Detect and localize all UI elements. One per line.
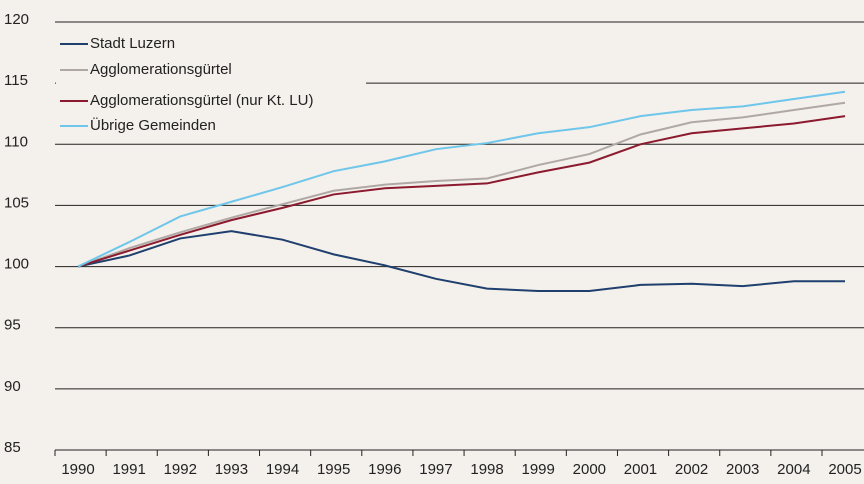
x-tick-label: 1992 [164, 461, 197, 478]
x-tick-label: 2001 [624, 461, 657, 478]
y-tick-label: 105 [4, 194, 29, 211]
x-tick-label: 1991 [112, 461, 145, 478]
legend-label: Agglomerationsgürtel (nur Kt. LU) [90, 92, 313, 109]
x-tick-label: 2002 [675, 461, 708, 478]
line-series [77, 115, 846, 268]
legend-label: Stadt Luzern [90, 35, 175, 52]
x-tick-label: 1993 [215, 461, 248, 478]
y-tick-label: 120 [4, 11, 29, 28]
x-tick-label: 2004 [777, 461, 810, 478]
line-series [77, 230, 845, 293]
line-series [77, 90, 846, 268]
x-tick-label: 1990 [61, 461, 94, 478]
legend-background [56, 28, 366, 142]
x-tick-label: 1999 [522, 461, 555, 478]
y-tick-label: 85 [4, 439, 21, 456]
x-tick-label: 1995 [317, 461, 350, 478]
y-tick-label: 100 [4, 256, 29, 273]
y-tick-label: 95 [4, 317, 21, 334]
line-series [77, 101, 846, 268]
x-tick-label: 1998 [470, 461, 503, 478]
legend-label: Agglomerationsgürtel [90, 61, 232, 78]
x-tick-label: 2005 [828, 461, 861, 478]
x-tick-label: 1997 [419, 461, 452, 478]
x-tick-label: 1994 [266, 461, 299, 478]
legend-label: Übrige Gemeinden [90, 116, 216, 134]
y-tick-label: 90 [4, 378, 21, 395]
y-tick-label: 110 [4, 133, 28, 150]
x-tick-label: 2000 [573, 461, 606, 478]
y-tick-label: 115 [4, 72, 28, 89]
x-tick-label: 1996 [368, 461, 401, 478]
x-tick-label: 2003 [726, 461, 759, 478]
